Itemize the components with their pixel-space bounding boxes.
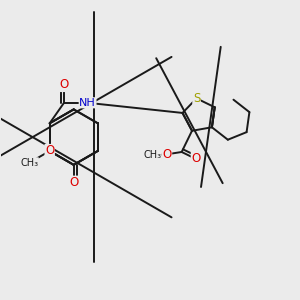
Text: CH₃: CH₃ — [20, 158, 38, 168]
Text: O: O — [45, 145, 54, 158]
Text: O: O — [59, 79, 69, 92]
Text: O: O — [162, 148, 172, 161]
Text: S: S — [193, 92, 200, 105]
Text: O: O — [191, 152, 200, 165]
Text: CH₃: CH₃ — [143, 150, 161, 160]
Text: NH: NH — [79, 98, 96, 108]
Text: O: O — [69, 176, 78, 189]
